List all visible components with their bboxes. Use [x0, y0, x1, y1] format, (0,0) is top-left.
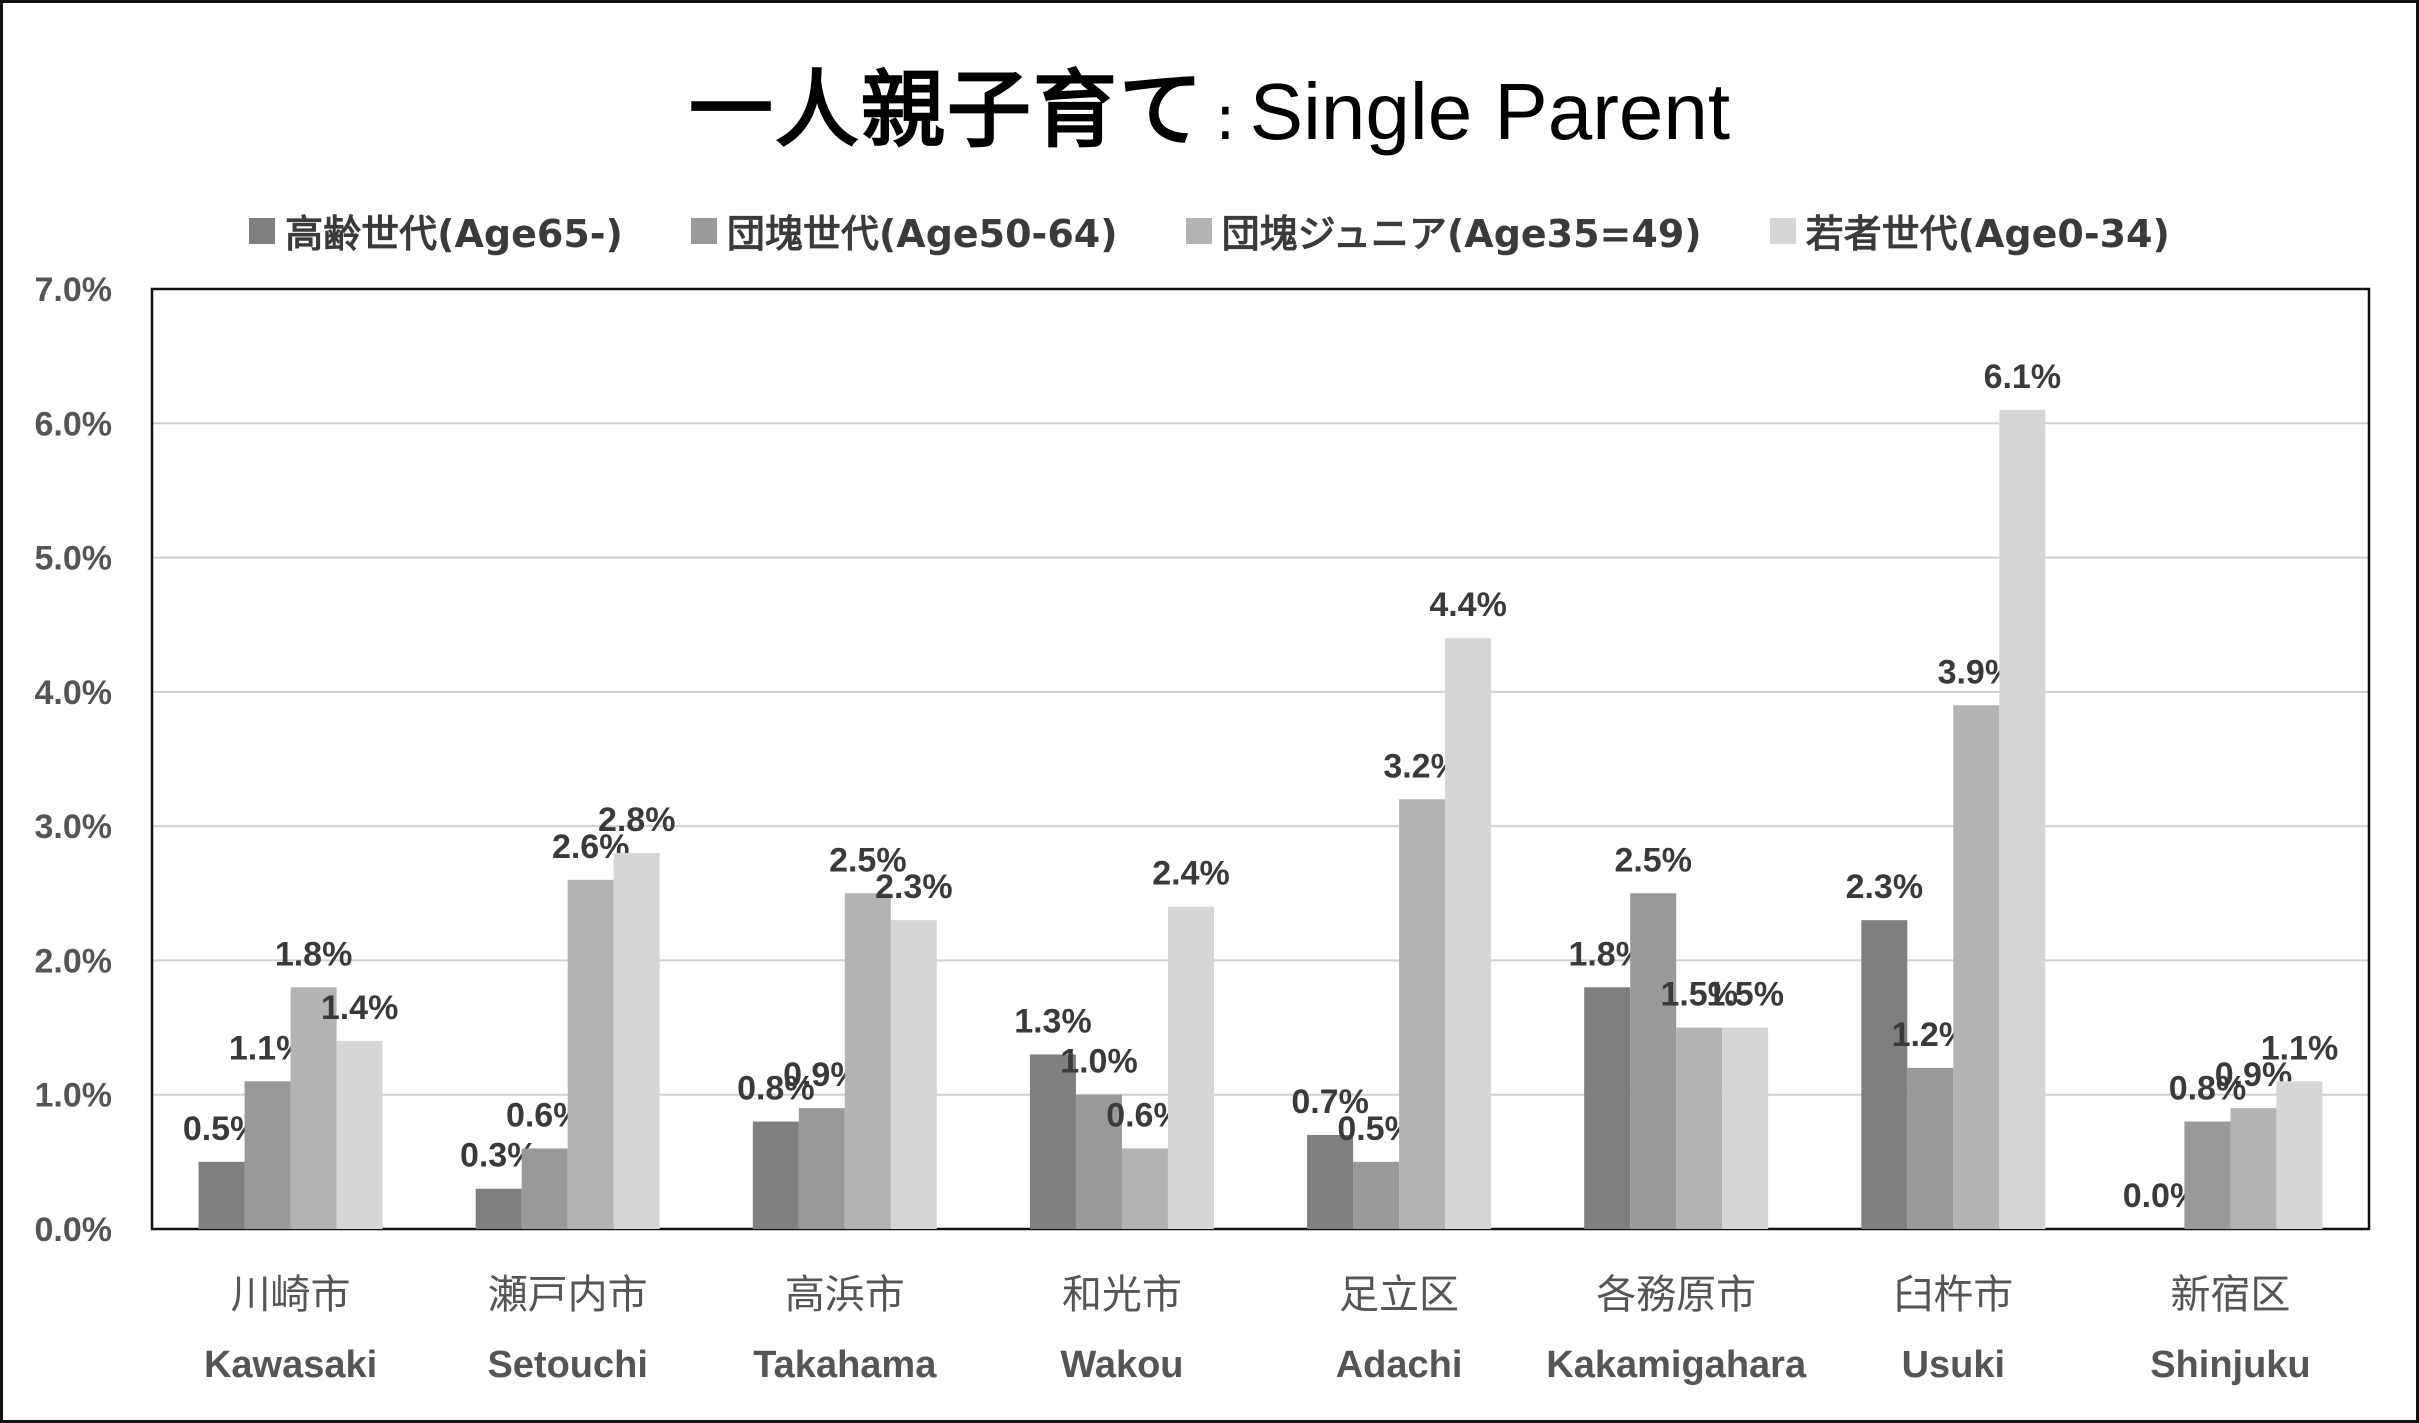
y-tick-label: 3.0%	[35, 808, 113, 846]
data-label: 1.5%	[1706, 976, 1784, 1014]
y-tick-label: 6.0%	[35, 405, 113, 443]
data-label: 0.7%	[1291, 1083, 1369, 1121]
bar	[475, 1188, 522, 1229]
chart-title-en: Single Parent	[1249, 67, 1731, 156]
bar	[1445, 638, 1492, 1229]
legend-item-series-3: 若者世代(Age0-34)	[1769, 203, 2170, 258]
data-label: 2.5%	[829, 841, 907, 879]
y-tick-label: 1.0%	[35, 1077, 113, 1115]
bar	[1167, 906, 1214, 1229]
legend-label: 団塊世代(Age50-64)	[726, 212, 1118, 256]
chart-title: 一人親子育て: Single Parent	[3, 43, 2416, 164]
category-label-jp: 各務原市	[1596, 1272, 1756, 1318]
data-label: 2.3%	[875, 868, 953, 906]
legend-label: 高齢世代(Age65-)	[285, 212, 623, 256]
bar	[2276, 1081, 2323, 1229]
bar	[1399, 799, 1446, 1229]
category-label-en: Wakou	[1060, 1344, 1183, 1386]
bar	[1307, 1135, 1354, 1229]
category-label-en: Kawasaki	[204, 1344, 377, 1386]
data-label: 1.1%	[2261, 1029, 2339, 1067]
y-tick-label: 2.0%	[35, 942, 113, 980]
data-label: 1.3%	[1014, 1002, 1092, 1040]
bar	[1584, 987, 1631, 1229]
category-label-jp: 足立区	[1339, 1272, 1459, 1318]
bar	[1676, 1027, 1723, 1229]
bar	[1907, 1067, 1954, 1229]
category-label-jp: 和光市	[1062, 1272, 1182, 1318]
bar	[798, 1108, 845, 1229]
category-label-en: Usuki	[1902, 1344, 2005, 1386]
bar	[613, 853, 660, 1229]
category-label-jp: 臼杵市	[1893, 1272, 2013, 1318]
data-label: 0.8%	[2169, 1070, 2247, 1108]
bar	[1861, 920, 1908, 1229]
category-label-jp: 瀬戸内市	[488, 1272, 648, 1318]
bar	[198, 1161, 245, 1229]
data-label: 6.1%	[1984, 358, 2062, 396]
bar	[844, 893, 891, 1229]
bar	[2184, 1121, 2231, 1229]
bar	[1999, 409, 2046, 1229]
bar	[244, 1081, 291, 1229]
legend-item-series-0: 高齢世代(Age65-)	[249, 203, 623, 258]
legend-item-series-1: 団塊世代(Age50-64)	[690, 203, 1118, 258]
data-label: 1.4%	[321, 989, 399, 1027]
bar	[1630, 893, 1677, 1229]
category-label-jp: 川崎市	[231, 1272, 351, 1318]
legend-swatch	[249, 217, 276, 244]
bar	[2230, 1108, 2277, 1229]
legend-item-series-2: 団塊ジュニア(Age35=49)	[1185, 203, 1702, 258]
data-label: 2.5%	[1614, 841, 1692, 879]
category-label-en: Adachi	[1336, 1344, 1463, 1386]
data-label: 2.3%	[1846, 868, 1924, 906]
bar	[1353, 1161, 1400, 1229]
data-label: 1.0%	[1060, 1043, 1138, 1081]
bar	[290, 987, 337, 1229]
data-label: 4.4%	[1429, 586, 1507, 624]
category-label-en: Kakamigahara	[1546, 1344, 1807, 1386]
bar	[336, 1041, 383, 1229]
bar	[521, 1148, 568, 1229]
chart-legend: 高齢世代(Age65-) 団塊世代(Age50-64) 団塊ジュニア(Age35…	[3, 203, 2416, 258]
data-label: 0.8%	[737, 1070, 815, 1108]
category-label-jp: 新宿区	[2170, 1272, 2290, 1318]
legend-swatch	[1769, 217, 1796, 244]
bar	[752, 1121, 799, 1229]
data-label: 2.4%	[1152, 855, 1230, 893]
y-tick-label: 4.0%	[35, 674, 113, 712]
legend-label: 団塊ジュニア(Age35=49)	[1221, 212, 1702, 256]
data-label: 1.5%	[1660, 976, 1738, 1014]
plot-area-border	[150, 287, 2371, 1231]
bar	[1029, 1054, 1076, 1229]
bar	[567, 879, 614, 1229]
legend-swatch	[1185, 217, 1212, 244]
bar	[890, 920, 937, 1229]
data-label: 2.8%	[598, 801, 676, 839]
bar	[1722, 1027, 1769, 1229]
category-label-en: Takahama	[753, 1344, 937, 1386]
bar	[1121, 1148, 1168, 1229]
category-label-en: Shinjuku	[2150, 1344, 2310, 1386]
chart-title-jp: 一人親子育て	[688, 61, 1205, 159]
chart-title-separator: :	[1214, 81, 1236, 154]
y-tick-label: 7.0%	[35, 271, 113, 309]
legend-swatch	[690, 217, 717, 244]
y-tick-label: 0.0%	[35, 1211, 113, 1249]
legend-label: 若者世代(Age0-34)	[1805, 212, 2170, 256]
bar	[1953, 705, 2000, 1229]
data-label: 1.8%	[275, 935, 353, 973]
category-label-en: Setouchi	[487, 1344, 647, 1386]
y-tick-label: 5.0%	[35, 540, 113, 578]
category-label-jp: 高浜市	[785, 1272, 905, 1318]
bar	[1075, 1094, 1122, 1229]
